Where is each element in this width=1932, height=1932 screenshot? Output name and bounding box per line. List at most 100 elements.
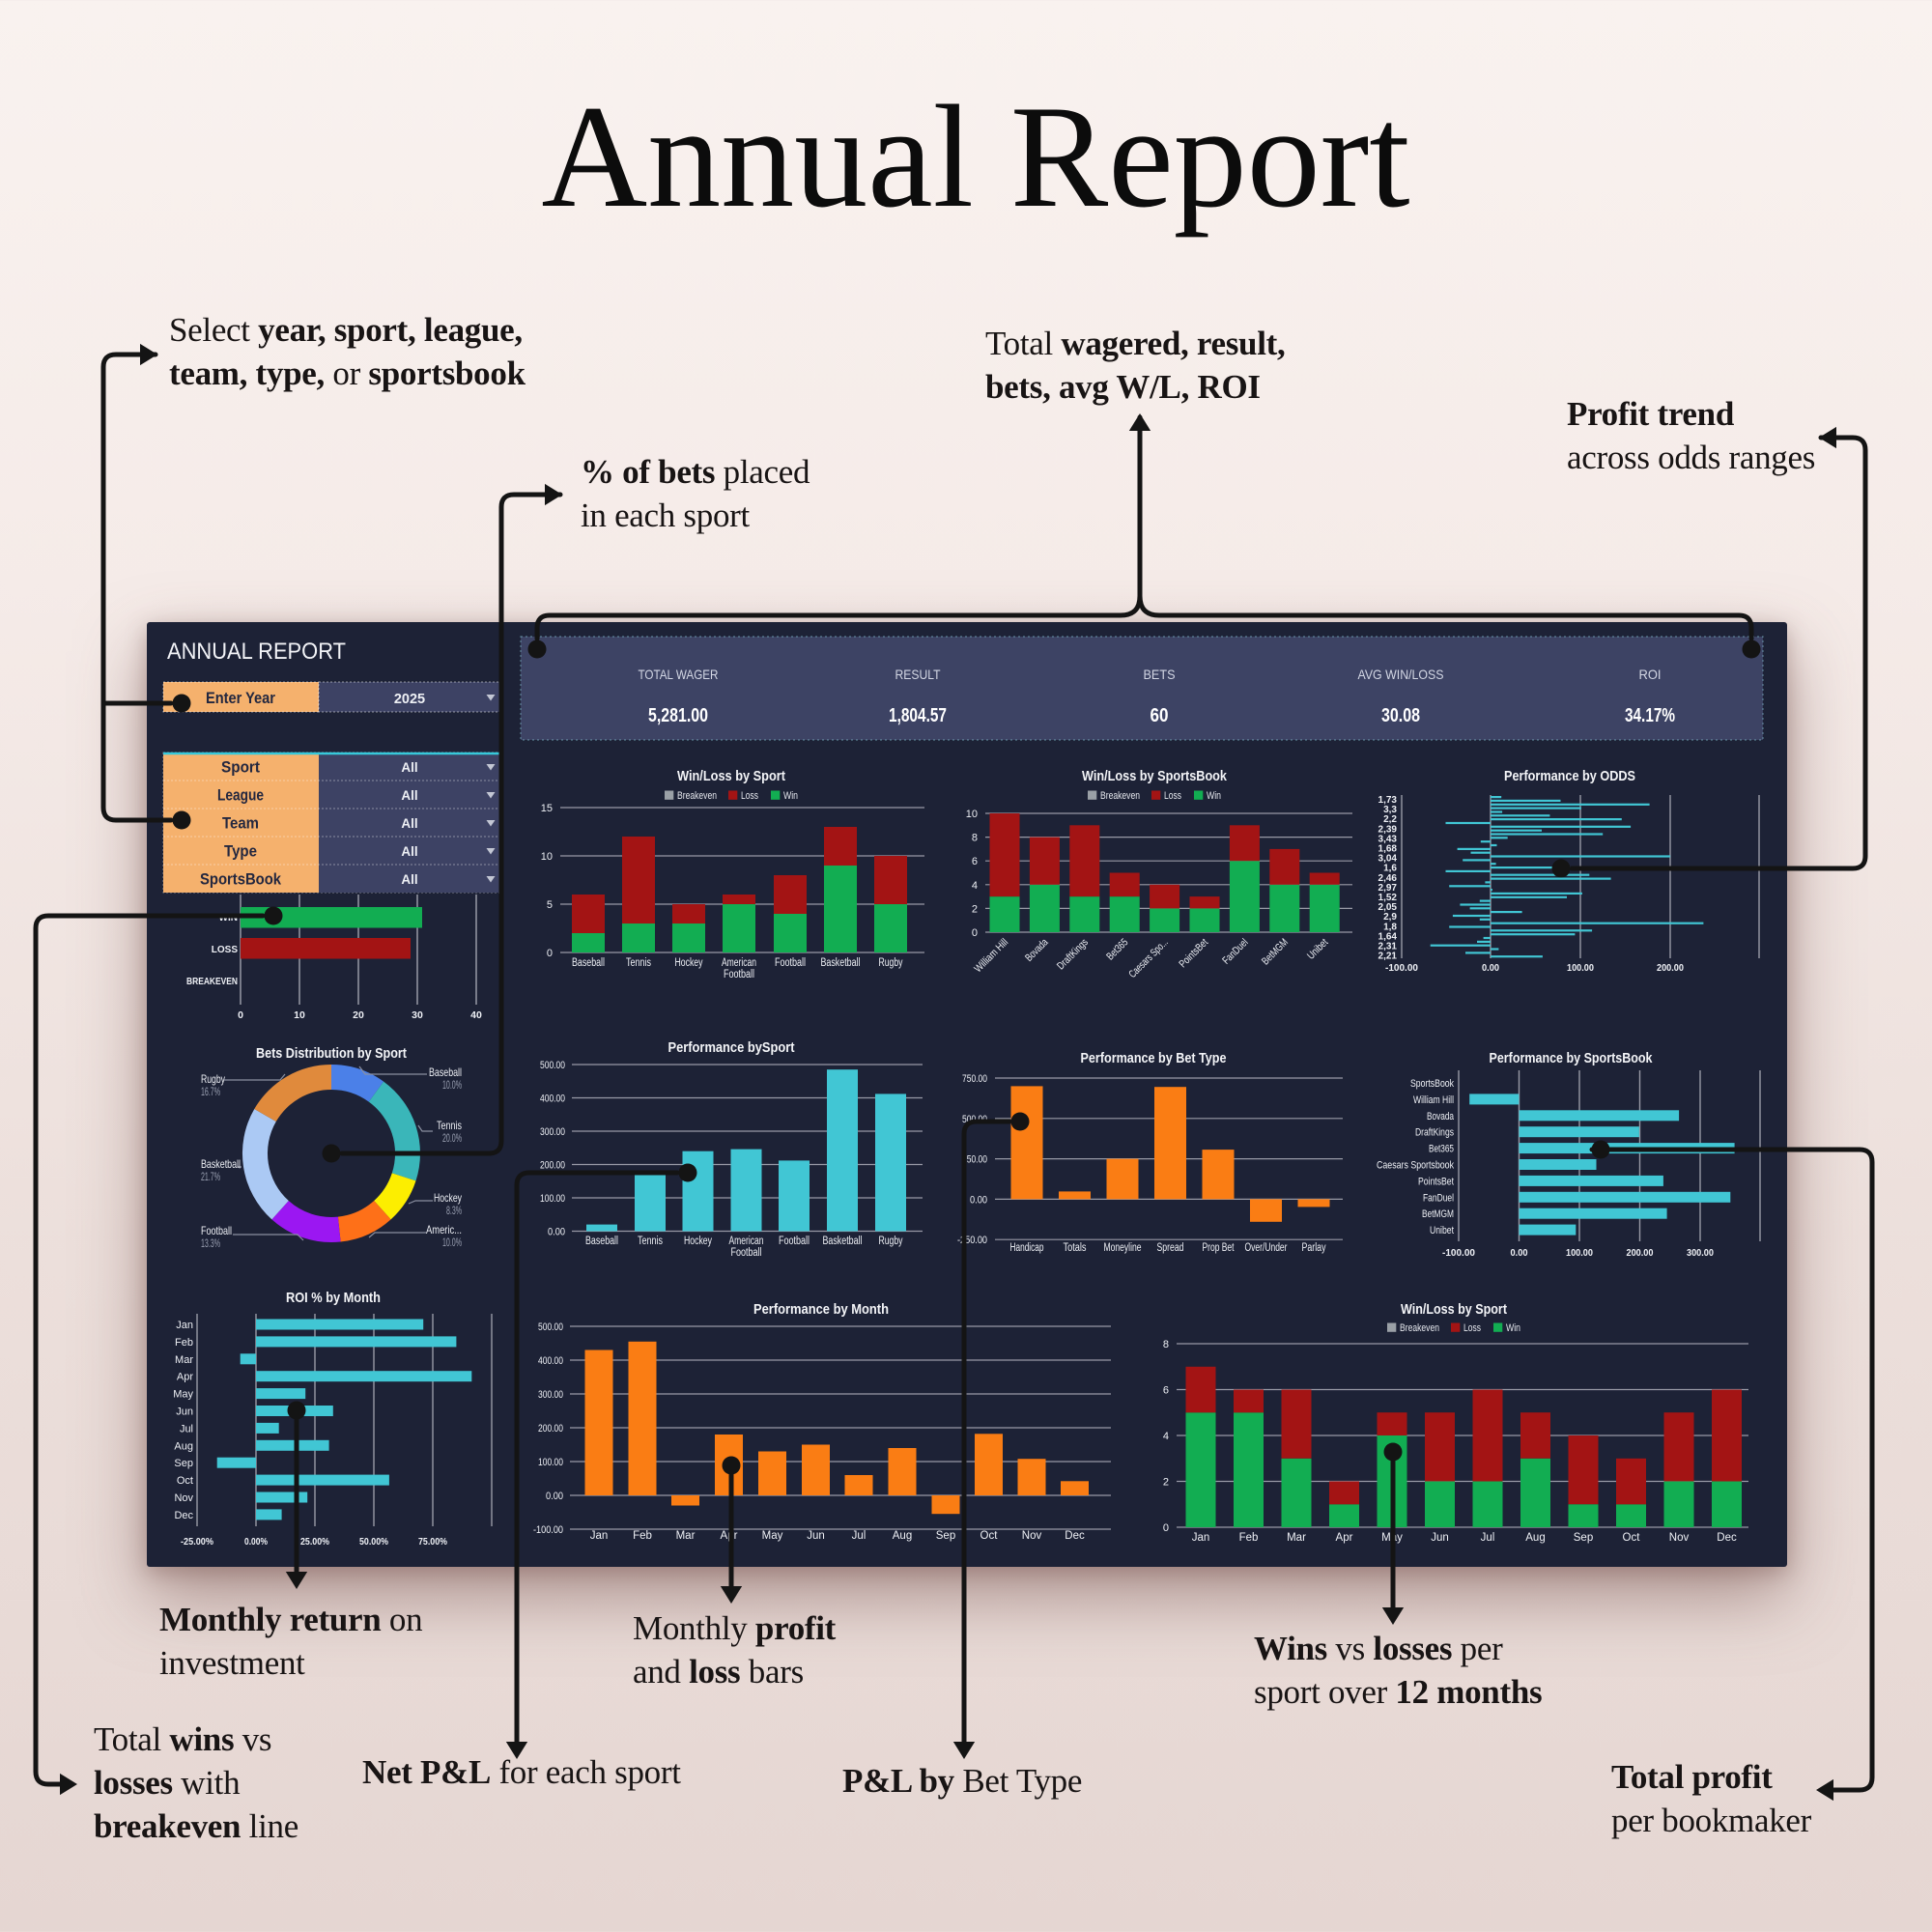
svg-text:Feb: Feb — [633, 1530, 652, 1542]
svg-text:Breakeven: Breakeven — [1100, 790, 1140, 802]
svg-text:PointsBet: PointsBet — [1177, 937, 1210, 971]
svg-text:Sep: Sep — [1574, 1532, 1593, 1544]
svg-text:ANNUAL REPORT: ANNUAL REPORT — [167, 639, 346, 665]
svg-text:Bovada: Bovada — [1427, 1111, 1455, 1122]
svg-text:1,6: 1,6 — [1383, 864, 1397, 874]
svg-text:200.00: 200.00 — [1657, 962, 1684, 974]
svg-text:13.3%: 13.3% — [201, 1236, 220, 1250]
svg-text:Nov: Nov — [1022, 1530, 1042, 1542]
svg-text:1,73: 1,73 — [1378, 795, 1398, 806]
svg-text:Oct: Oct — [980, 1530, 999, 1542]
svg-text:200.00: 200.00 — [540, 1160, 565, 1172]
svg-text:May: May — [173, 1389, 193, 1401]
svg-text:300.00: 300.00 — [540, 1126, 565, 1138]
svg-text:Baseball: Baseball — [585, 1236, 618, 1247]
svg-text:-100.00: -100.00 — [533, 1524, 563, 1536]
svg-text:0: 0 — [1163, 1522, 1169, 1534]
svg-text:Nov: Nov — [1669, 1532, 1690, 1544]
svg-text:500.00: 500.00 — [540, 1060, 565, 1071]
svg-text:0.00: 0.00 — [970, 1194, 987, 1206]
svg-text:2025: 2025 — [394, 692, 425, 707]
svg-text:2,05: 2,05 — [1378, 902, 1398, 913]
svg-text:Caesars Sportsbook: Caesars Sportsbook — [1377, 1160, 1454, 1172]
svg-text:Prop Bet: Prop Bet — [1203, 1242, 1236, 1254]
svg-text:2,39: 2,39 — [1378, 824, 1398, 835]
svg-text:Jun: Jun — [807, 1530, 825, 1542]
svg-text:500.00: 500.00 — [538, 1321, 563, 1333]
svg-text:BetMGM: BetMGM — [1422, 1208, 1454, 1220]
svg-text:1,64: 1,64 — [1378, 931, 1398, 942]
svg-text:0.00: 0.00 — [1511, 1247, 1528, 1259]
svg-text:Win/Loss by SportsBook: Win/Loss by SportsBook — [1082, 768, 1228, 784]
svg-text:0: 0 — [972, 927, 978, 939]
svg-text:Over/Under: Over/Under — [1245, 1242, 1288, 1254]
svg-text:15: 15 — [541, 803, 553, 814]
svg-text:LOSS: LOSS — [212, 945, 239, 955]
svg-text:Jun: Jun — [176, 1406, 193, 1418]
svg-text:Jul: Jul — [180, 1423, 193, 1435]
svg-text:Apr: Apr — [1336, 1532, 1353, 1544]
svg-text:1,52: 1,52 — [1378, 893, 1398, 903]
svg-text:Performance by Month: Performance by Month — [753, 1301, 889, 1318]
svg-text:100.00: 100.00 — [1567, 962, 1594, 974]
svg-text:Rugby: Rugby — [879, 957, 903, 969]
svg-text:0.00: 0.00 — [546, 1491, 563, 1502]
svg-text:Aug: Aug — [174, 1440, 193, 1452]
svg-text:200.00: 200.00 — [1627, 1247, 1654, 1259]
svg-text:Tennis: Tennis — [626, 957, 651, 969]
svg-text:-25.00%: -25.00% — [181, 1537, 213, 1548]
svg-text:Win/Loss by Sport: Win/Loss by Sport — [677, 768, 785, 784]
svg-text:May: May — [762, 1530, 783, 1542]
svg-text:8: 8 — [972, 833, 978, 844]
svg-text:Aug: Aug — [1525, 1532, 1545, 1544]
svg-text:Spread: Spread — [1157, 1242, 1184, 1254]
svg-text:4: 4 — [1163, 1431, 1169, 1442]
svg-text:Oct: Oct — [1623, 1532, 1641, 1544]
svg-text:Apr: Apr — [177, 1372, 193, 1383]
svg-text:BREAKEVEN: BREAKEVEN — [186, 977, 238, 987]
svg-text:2,21: 2,21 — [1378, 952, 1398, 962]
svg-text:1,68: 1,68 — [1378, 844, 1398, 855]
svg-text:Tennis: Tennis — [437, 1119, 462, 1132]
svg-text:Mar: Mar — [175, 1354, 193, 1366]
svg-text:Football: Football — [779, 1236, 810, 1247]
svg-text:0.00%: 0.00% — [244, 1537, 268, 1548]
svg-text:Basketball: Basketball — [823, 1236, 863, 1247]
svg-text:Sport: Sport — [221, 759, 260, 777]
svg-text:All: All — [401, 872, 417, 887]
svg-text:Jan: Jan — [1192, 1532, 1210, 1544]
svg-text:AVG WIN/LOSS: AVG WIN/LOSS — [1358, 667, 1444, 682]
svg-text:0.00: 0.00 — [1482, 962, 1499, 974]
svg-text:400.00: 400.00 — [540, 1094, 565, 1105]
svg-text:20.0%: 20.0% — [442, 1131, 462, 1145]
svg-text:Tennis: Tennis — [638, 1236, 663, 1247]
svg-text:Moneyline: Moneyline — [1104, 1242, 1142, 1254]
svg-text:50.00%: 50.00% — [359, 1537, 388, 1548]
svg-text:Hockey: Hockey — [684, 1236, 712, 1247]
svg-text:6: 6 — [1163, 1385, 1169, 1397]
svg-text:1,804.57: 1,804.57 — [889, 704, 947, 726]
svg-text:Loss: Loss — [1463, 1322, 1481, 1334]
svg-text:Basketball: Basketball — [201, 1157, 241, 1171]
svg-text:Win/Loss by Sport: Win/Loss by Sport — [1401, 1301, 1507, 1318]
svg-text:Rugby: Rugby — [879, 1236, 903, 1247]
svg-text:300.00: 300.00 — [538, 1389, 563, 1401]
svg-text:2,97: 2,97 — [1378, 883, 1398, 894]
svg-text:200.00: 200.00 — [538, 1423, 563, 1435]
svg-text:All: All — [401, 788, 417, 803]
svg-text:250.00: 250.00 — [962, 1154, 987, 1166]
svg-text:Bet365: Bet365 — [1104, 937, 1130, 963]
svg-text:DraftKings: DraftKings — [1055, 936, 1091, 972]
svg-text:Football: Football — [731, 1247, 762, 1259]
svg-text:Jan: Jan — [590, 1530, 609, 1542]
svg-text:Americ...: Americ... — [426, 1223, 462, 1236]
svg-text:5,281.00: 5,281.00 — [648, 704, 708, 726]
svg-text:40: 40 — [470, 1009, 482, 1021]
svg-text:Oct: Oct — [177, 1475, 193, 1487]
svg-text:Performance by SportsBook: Performance by SportsBook — [1490, 1050, 1654, 1066]
svg-text:Breakeven: Breakeven — [1400, 1322, 1439, 1334]
svg-text:30.08: 30.08 — [1381, 704, 1420, 726]
svg-text:20: 20 — [353, 1009, 364, 1021]
svg-text:Basketball: Basketball — [821, 957, 861, 969]
svg-text:Sep: Sep — [936, 1530, 955, 1542]
